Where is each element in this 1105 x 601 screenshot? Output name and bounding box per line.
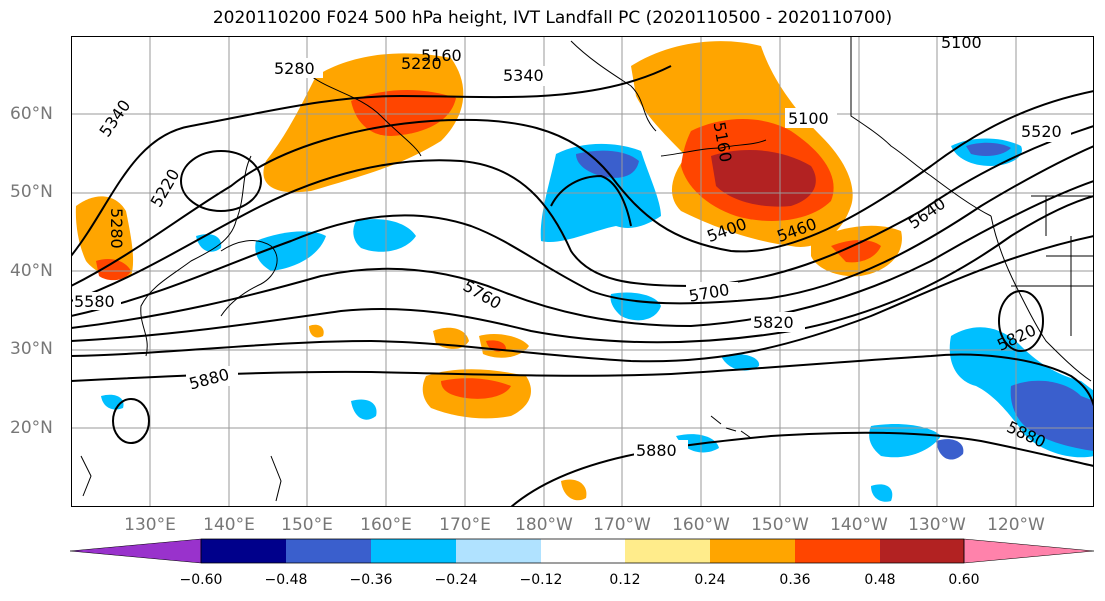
contour-label: 5640 [905,194,949,233]
contour-label: 5580 [74,292,115,311]
lat-label: 60°N [10,104,53,124]
contour-label: 5760 [460,276,505,313]
contour-label: 5220 [147,166,184,211]
colorbar-tick-label: −0.60 [179,572,223,588]
colorbar-tick-label: −0.36 [349,572,393,588]
lat-label: 40°N [10,261,53,281]
contour-label: 5280 [274,59,315,78]
colorbar-tick-label: −0.12 [519,572,563,588]
colorbar [69,538,1095,564]
lon-label: 130°W [908,515,966,535]
colorbar-tick-label: 0.24 [694,572,726,588]
colorbar-segment [625,539,710,563]
colorbar-tick-label: −0.48 [264,572,308,588]
contour-label: 5880 [636,441,677,460]
colorbar-segment [710,539,795,563]
colorbar-segment [795,539,880,563]
colorbar-segment [286,539,371,563]
lon-label: 140°W [830,515,888,535]
colorbar-tick-label: −0.24 [434,572,478,588]
plot-title: 2020110200 F024 500 hPa height, IVT Land… [212,8,893,28]
colorbar-segment [963,538,1095,564]
lon-label: 140°E [203,515,255,535]
contour-label: 5220 [401,54,442,73]
colorbar-tick-label: 0.48 [864,572,896,588]
contour-label: 5280 [107,208,126,249]
contour-label: 5100 [941,36,982,52]
colorbar-segment [541,539,625,563]
colorbar-segment [201,539,286,563]
colorbar-tick-label: 0.12 [609,572,641,588]
contour-labels: 5280 5220 5160 5340 5100 5340 5280 5220 … [73,36,1071,460]
lon-label: 150°E [281,515,333,535]
lat-label: 20°N [10,418,53,438]
colorbar-tick-label: 0.60 [948,572,980,588]
lon-label: 170°W [593,515,651,535]
map-plot: 5280 5220 5160 5340 5100 5340 5280 5220 … [71,36,1094,507]
lat-label: 50°N [10,182,53,202]
lon-label: 180°W [515,515,573,535]
colorbar-segment [69,538,202,564]
contour-label: 5340 [503,66,544,85]
lon-label: 120°W [987,515,1045,535]
lon-label: 160°W [672,515,730,535]
colorbar-segment [456,539,541,563]
lon-label: 130°E [124,515,176,535]
contour-label: 5100 [788,109,829,128]
height-contours [71,65,1094,507]
lon-label: 150°W [751,515,809,535]
graticule [71,36,1094,507]
colorbar-tick-label: 0.36 [779,572,811,588]
lon-label: 160°E [360,515,412,535]
colorbar-svg [69,538,1095,564]
map-svg: 5280 5220 5160 5340 5100 5340 5280 5220 … [71,36,1094,507]
contour-label: 5160 [421,46,462,65]
lat-label: 30°N [10,339,53,359]
lon-label: 170°E [439,515,491,535]
contour-label: 5820 [753,313,794,332]
contour-label: 5340 [95,96,134,140]
colorbar-segment [371,539,456,563]
ivt-positive-shading [75,41,902,501]
contour-label: 5520 [1021,122,1062,141]
colorbar-segment [880,539,964,563]
